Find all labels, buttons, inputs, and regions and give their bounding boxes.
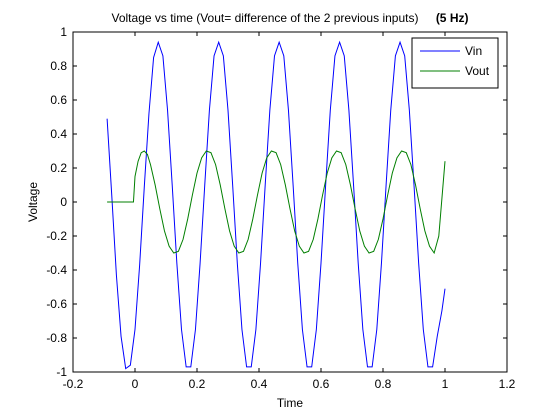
y-axis-label: Voltage [26,182,40,222]
y-tick-label: -1 [56,365,67,379]
y-tick-label: -0.4 [46,263,67,277]
x-tick-label: 0.2 [189,377,206,391]
legend-box [411,37,499,89]
y-tick-label: 0 [60,195,67,209]
y-tick-label: -0.8 [46,331,67,345]
series-line-vin [106,40,446,370]
plot-area [72,31,508,373]
x-tick-label: 0.4 [251,377,268,391]
y-tick-label: 0.2 [50,161,67,175]
y-tick-label: -0.6 [46,297,67,311]
legend: Vin Vout [411,37,499,89]
y-tick-label: 0.8 [50,59,67,73]
y-tick-label: 1 [60,25,67,39]
y-tick-label: 0.4 [50,127,67,141]
y-tick-label: -0.2 [46,229,67,243]
chart-title-main: Voltage vs time (Vout= difference of the… [112,11,419,25]
x-tick-label: 1.2 [499,377,516,391]
x-tick-label: 1 [442,377,449,391]
chart-title-suffix: (5 Hz) [436,11,469,25]
x-tick-label: 0 [132,377,139,391]
ticks-layer: -0.2 0 0.2 0.4 0.6 0.8 1 1.2 -1 -0.8 -0.6 -0.4 -0.2 0… [46,25,515,391]
legend-label-vin: Vin [465,44,482,58]
x-axis-label: Time [277,396,304,410]
y-tick-label: 0.6 [50,93,67,107]
x-tick-label: 0.8 [375,377,392,391]
chart-title: Voltage vs time (Vout= difference of the… [112,11,469,25]
x-tick-label: 0.6 [313,377,330,391]
legend-label-vout: Vout [465,64,490,78]
x-tick-label: -0.2 [63,377,84,391]
series-line-vout [107,150,446,255]
series-layer [106,40,446,370]
